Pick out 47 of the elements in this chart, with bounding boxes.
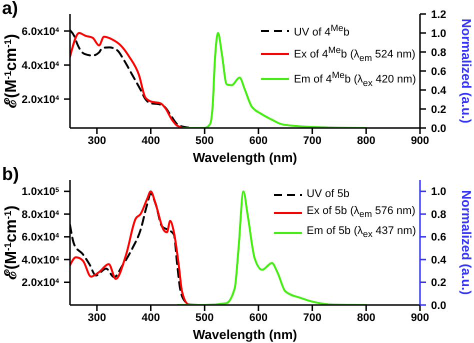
y2-tick-label: 0.2 <box>431 277 446 290</box>
chart-title: b) <box>2 164 19 185</box>
y2-tick-label: 0.4 <box>431 254 448 266</box>
legend-label: Ex of 5b (λ$_{em}$ 576 nm) <box>306 204 416 222</box>
x-axis-title: Wavelength (nm) <box>192 327 298 342</box>
y2-axis-title: Normalized (a.u.) <box>459 190 474 295</box>
y-tick-label: 8.0x10$^{4}$ <box>22 208 60 221</box>
y-tick-label: 1.0x10$^{5}$ <box>22 186 60 198</box>
y2-tick-label: 0.4 <box>431 84 448 97</box>
y2-tick-label: 1.0 <box>431 186 446 198</box>
y-tick-label: 6.0x10$^{4}$ <box>22 26 60 38</box>
y2-tick-label: 0.2 <box>431 104 446 116</box>
x-tick-label: 300 <box>88 312 106 324</box>
y2-tick-label: 1.2 <box>431 8 446 21</box>
x-tick-label: 900 <box>410 312 430 324</box>
x-tick-label: 700 <box>303 312 322 324</box>
y2-tick-label: 0.8 <box>431 208 446 221</box>
y-tick-label: 2.0x10$^{4}$ <box>22 94 60 106</box>
x-tick-label: 400 <box>142 312 160 324</box>
x-tick-label: 700 <box>303 134 322 147</box>
x-tick-label: 400 <box>142 134 160 147</box>
x-tick-label: 800 <box>356 312 376 324</box>
legend-label: Ex of 4$^{Me}$b (λ$_{em}$ 524 nm) <box>294 44 416 64</box>
y2-axis-title: Normalized (a.u.) <box>459 18 474 124</box>
y-tick-label: 4.0x10$^{4}$ <box>22 60 60 72</box>
x-tick-label: 500 <box>195 312 214 324</box>
y-tick-label: 4.0x10$^{4}$ <box>22 254 60 266</box>
y2-tick-label: 0.8 <box>431 46 446 59</box>
y2-tick-label: 0.6 <box>431 66 446 78</box>
legend-label: UV of 4$^{Me}$b <box>294 22 350 41</box>
y-tick-label: 2.0x10$^{4}$ <box>22 277 60 290</box>
x-tick-label: 600 <box>249 312 268 324</box>
x-tick-label: 500 <box>195 134 214 147</box>
legend-label: UV of 5b <box>306 187 350 202</box>
x-tick-label: 600 <box>249 134 268 147</box>
x-tick-label: 800 <box>356 134 376 147</box>
legend-label: Em of 4$^{Me}$b (λ$_{ex}$ 420 nm) <box>294 68 416 90</box>
x-tick-label: 900 <box>410 134 430 147</box>
y-tick-label: 6.0x10$^{4}$ <box>22 232 60 244</box>
y2-tick-label: 0.6 <box>431 232 446 244</box>
y2-tick-label: 1.0 <box>431 28 446 40</box>
legend-label: Em of 5b (λ$_{ex}$ 437 nm) <box>306 224 416 242</box>
y2-tick-label: 0.0 <box>431 300 446 312</box>
chart-title: a) <box>2 0 18 19</box>
y2-tick-label: 0.0 <box>431 122 446 135</box>
x-axis-title: Wavelength (nm) <box>192 150 298 165</box>
x-tick-label: 300 <box>88 134 106 147</box>
